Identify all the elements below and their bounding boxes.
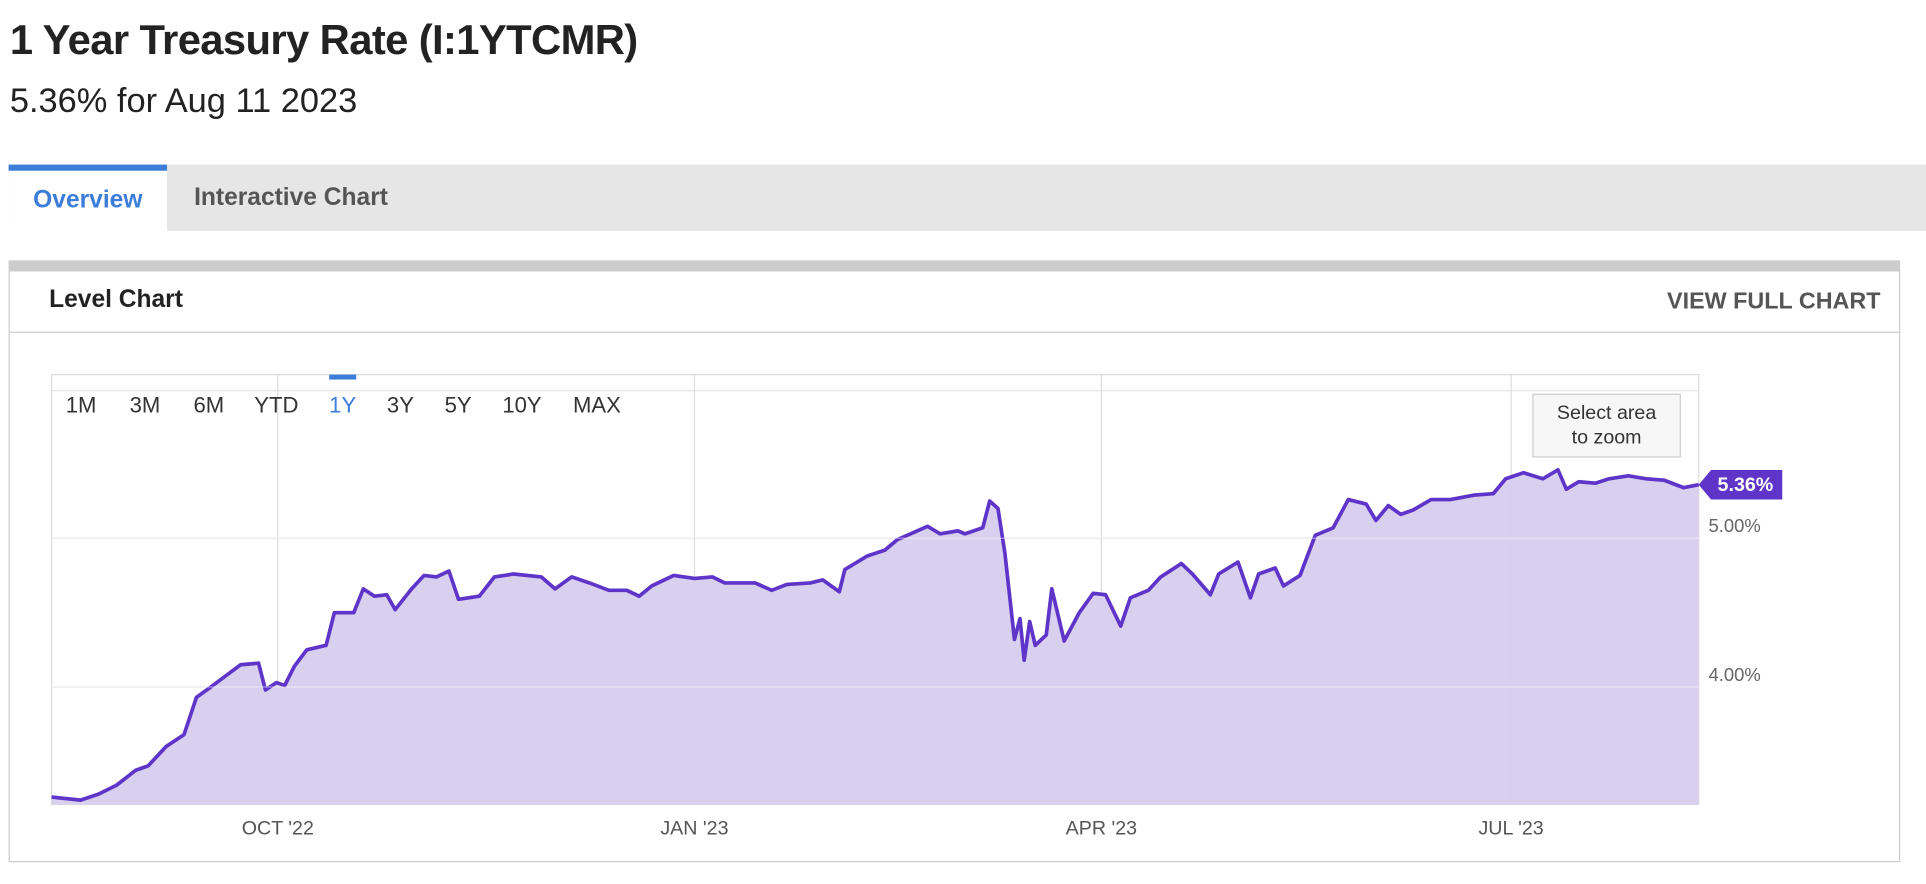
tab-bar [8, 164, 1926, 231]
panel-title: Level Chart [49, 286, 183, 314]
y-tick-label: 4.00% [1709, 664, 1761, 685]
line [51, 467, 1700, 802]
range-button[interactable]: YTD [254, 392, 298, 417]
tab[interactable]: Overview [8, 164, 168, 231]
tab[interactable]: Interactive Chart [194, 184, 388, 212]
x-tick-label: APR '23 [1066, 817, 1138, 839]
x-tick-label: JAN '23 [660, 817, 728, 839]
range-button[interactable]: 3Y [387, 392, 414, 417]
page-subtitle: 5.36% for Aug 11 2023 [9, 81, 358, 120]
separator [9, 331, 1899, 333]
range-button[interactable]: 3M [130, 392, 161, 417]
last-value-flag [1698, 469, 1783, 500]
zoom-hint-box [1532, 393, 1681, 458]
panel [8, 260, 1901, 863]
x-tick-label: OCT '22 [242, 817, 314, 839]
range-button[interactable]: 5Y [445, 392, 472, 417]
selected-indicator [329, 374, 357, 380]
y-tick-label: 5.00% [1709, 515, 1761, 536]
view-full-chart-link[interactable]: VIEW FULL CHART [1667, 288, 1881, 315]
last-value-label: 5.36% [1718, 474, 1774, 496]
range-button[interactable]: 1M [66, 392, 97, 417]
range-button[interactable]: 10Y [502, 392, 542, 417]
range-button[interactable]: 6M [193, 392, 224, 417]
area [51, 469, 1699, 805]
page-title: 1 Year Treasury Rate (I:1YTCMR) [9, 17, 638, 64]
x-tick-label: JUL '23 [1478, 817, 1543, 839]
range-button[interactable]: 1Y [329, 392, 356, 417]
zoom-hint: Select area to zoom [1557, 402, 1656, 449]
range-button[interactable]: MAX [573, 392, 621, 417]
